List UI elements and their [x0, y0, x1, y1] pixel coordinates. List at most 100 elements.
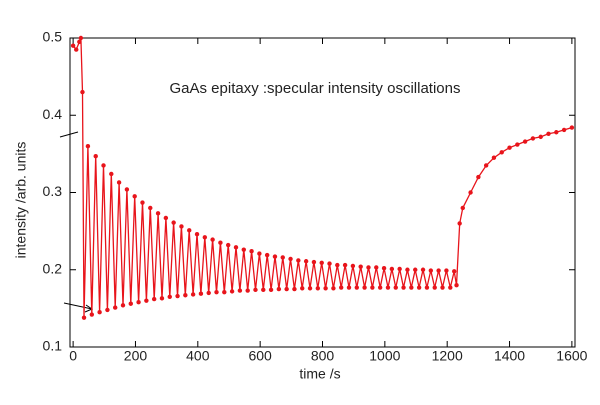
data-point	[499, 150, 504, 155]
data-point	[370, 285, 375, 290]
data-point	[405, 267, 410, 272]
data-point	[206, 290, 211, 296]
data-point	[311, 259, 317, 265]
x-tick-label: 0	[69, 348, 77, 364]
data-point	[93, 153, 98, 159]
data-point	[237, 288, 243, 293]
data-point	[432, 285, 437, 290]
data-point	[70, 43, 76, 48]
data-point	[202, 235, 208, 240]
data-point	[346, 285, 352, 290]
data-point	[457, 221, 462, 226]
x-tick-label: 600	[248, 348, 272, 364]
data-point	[264, 252, 270, 258]
data-point	[257, 251, 262, 256]
data-point	[428, 268, 434, 273]
data-point	[300, 286, 305, 291]
data-point	[253, 287, 258, 293]
x-tick-label: 1600	[556, 348, 587, 364]
data-point	[385, 285, 391, 290]
data-point	[507, 145, 512, 150]
data-point	[101, 163, 106, 168]
annotation-arrow	[63, 302, 93, 310]
x-tick-label: 1400	[494, 348, 525, 364]
data-point	[272, 254, 278, 259]
x-tick-label: 400	[186, 348, 210, 364]
data-point	[151, 296, 157, 302]
data-point	[183, 293, 188, 298]
data-point	[77, 39, 82, 45]
data-point	[175, 293, 180, 299]
data-point	[409, 285, 414, 290]
data-point	[342, 262, 348, 268]
data-point	[109, 171, 114, 177]
data-point	[331, 286, 336, 291]
data-point	[416, 285, 422, 290]
data-point	[163, 215, 169, 221]
data-point	[148, 205, 153, 211]
data-point	[74, 47, 79, 52]
data-point	[335, 262, 340, 268]
data-point	[85, 143, 91, 149]
data-point	[530, 136, 536, 141]
data-point	[292, 286, 297, 292]
data-point	[280, 255, 285, 260]
data-point	[319, 260, 324, 265]
x-tick-label: 200	[124, 348, 148, 364]
data-point	[327, 261, 332, 266]
data-point	[229, 289, 235, 294]
data-point	[366, 265, 371, 270]
data-point	[420, 267, 426, 272]
data-point	[261, 287, 266, 293]
y-tick-label: 0.5	[43, 29, 63, 45]
data-point	[144, 298, 149, 303]
data-point	[226, 242, 231, 248]
data-point	[296, 258, 301, 263]
data-point	[476, 174, 481, 180]
data-point	[140, 200, 145, 205]
data-point	[323, 286, 328, 291]
data-point	[105, 307, 110, 313]
data-point	[554, 130, 559, 135]
data-point	[561, 127, 567, 133]
annotation-arrow	[59, 131, 79, 138]
data-point	[120, 303, 126, 308]
data-point	[350, 263, 356, 269]
y-tick-label: 0.4	[43, 106, 63, 122]
data-point	[491, 155, 497, 160]
data-point	[413, 267, 418, 272]
data-point	[116, 180, 122, 185]
data-point	[233, 245, 239, 250]
x-axis-label: time /s	[299, 366, 340, 382]
data-point	[284, 286, 289, 292]
data-point	[245, 288, 250, 293]
data-point	[483, 163, 489, 168]
data-point	[89, 312, 95, 317]
x-tick-label: 800	[311, 348, 335, 364]
data-point	[124, 187, 130, 192]
data-point	[132, 194, 137, 199]
data-point	[315, 286, 321, 291]
data-point	[214, 289, 219, 295]
data-point	[436, 268, 441, 273]
data-point	[522, 139, 528, 144]
data-point	[468, 190, 473, 195]
data-point	[381, 266, 387, 271]
data-point	[454, 283, 459, 288]
data-point	[97, 310, 102, 315]
data-point	[288, 256, 293, 262]
data-point	[210, 237, 215, 242]
data-point	[190, 292, 196, 297]
data-point	[393, 285, 398, 290]
data-point	[389, 266, 395, 272]
data-point	[397, 266, 402, 272]
data-point	[268, 287, 274, 293]
data-point	[303, 259, 309, 264]
y-axis-label: intensity /arb. units	[13, 142, 29, 259]
x-tick-label: 1000	[369, 348, 400, 364]
annotation: GaAs epitaxy :specular intensity oscilla…	[170, 80, 461, 97]
data-point	[354, 285, 359, 290]
data-point	[339, 285, 344, 290]
